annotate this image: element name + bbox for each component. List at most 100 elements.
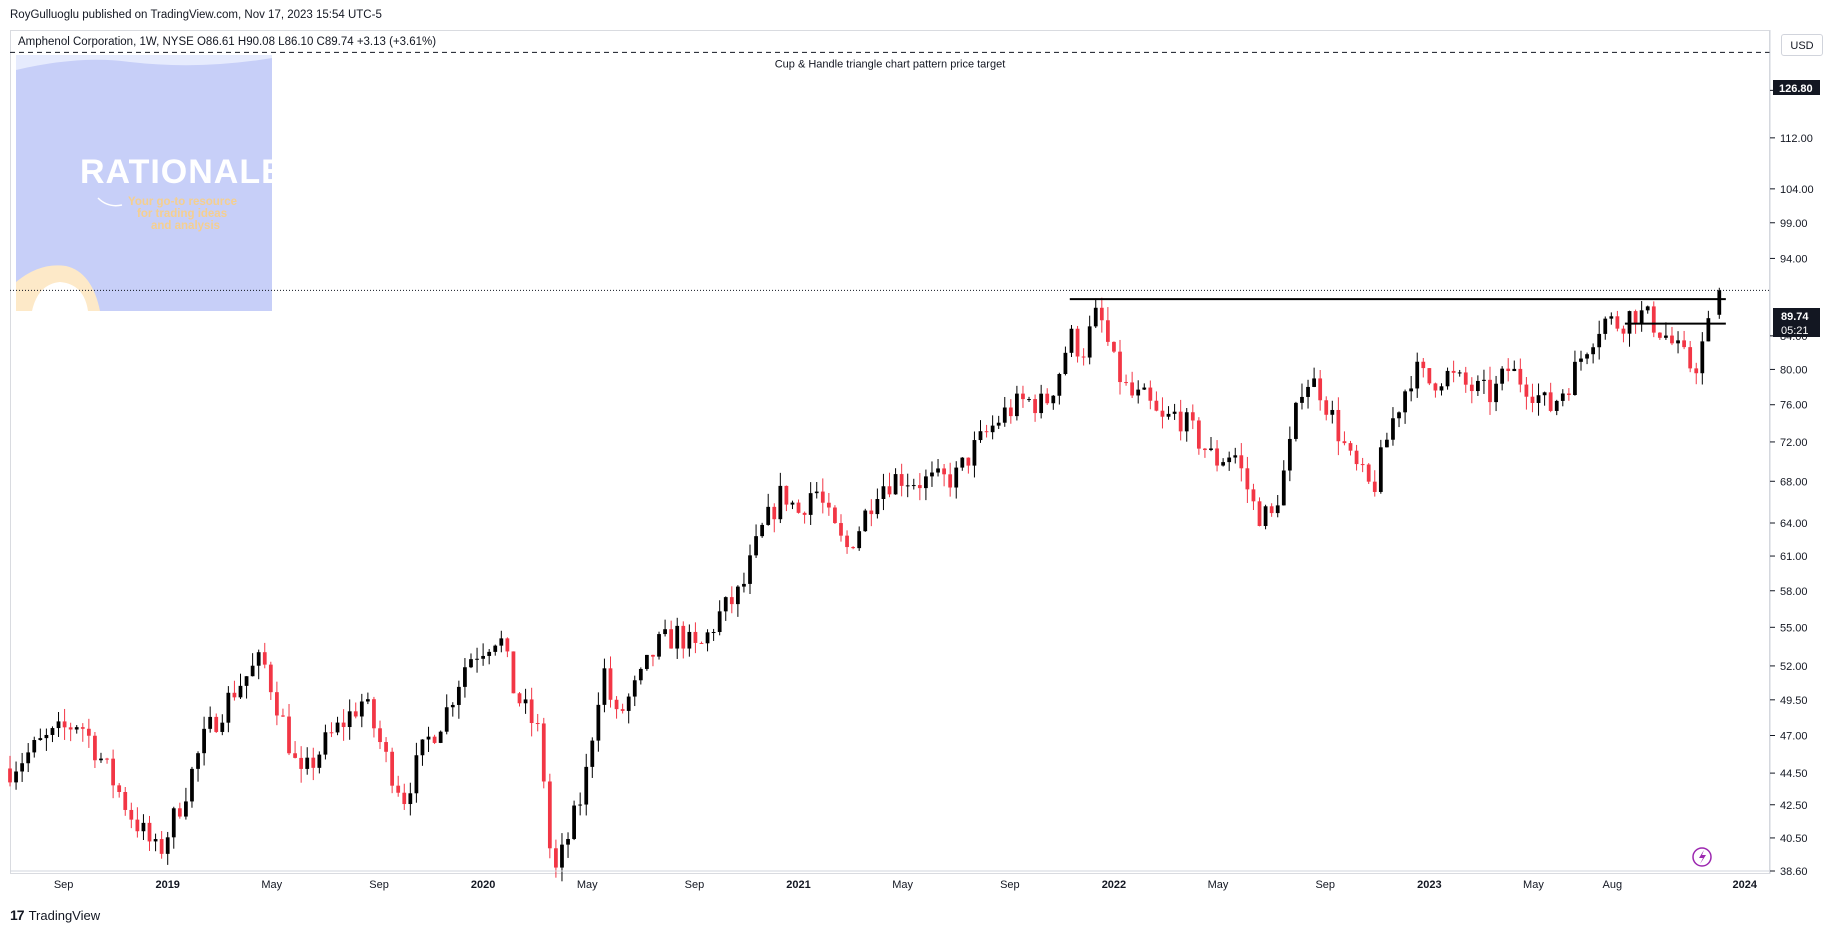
candle [966,457,971,474]
candle [887,472,892,498]
candle [1676,331,1680,354]
currency-button[interactable]: USD [1781,34,1823,56]
candle [1330,400,1335,424]
candle [1445,367,1450,390]
candle [972,431,977,478]
candle [372,696,376,738]
candle [723,596,728,621]
candle [353,702,358,719]
candle [960,457,965,471]
price-tick-label: 94.00 [1780,253,1808,265]
candle [287,704,291,756]
candle [438,730,443,744]
candle [153,833,158,852]
candle [1178,399,1183,441]
candle [14,761,18,790]
time-tick-label: 2019 [155,879,179,891]
candle [1621,325,1626,343]
candle [814,481,819,499]
footer-brand-label: TradingView [28,907,101,923]
candle [1482,369,1486,394]
price-tick-label: 44.50 [1780,768,1808,780]
candle [1105,307,1110,346]
candle [1069,324,1074,358]
candle [1688,340,1693,373]
candle [1196,417,1201,455]
candle [1427,368,1432,386]
candle [645,654,649,671]
candle [1512,360,1517,372]
candle [1554,399,1559,416]
candle [99,752,103,763]
candle [1348,440,1353,456]
price-tick-label: 55.00 [1780,622,1808,634]
candle [1184,408,1189,442]
candle [226,686,231,733]
candle [1494,375,1498,412]
candle [396,775,401,797]
candle [147,815,152,851]
candle [839,514,843,542]
logo-title: RATIONALE [80,153,285,191]
candle [1706,310,1711,342]
candle [1694,362,1699,385]
candle [1093,298,1098,329]
candle [38,728,43,741]
candle [1536,383,1541,416]
price-tick-label: 58.00 [1780,586,1808,598]
candle [1500,366,1505,391]
candle [1682,330,1686,350]
candle [141,814,146,841]
candle [165,831,170,865]
candle [68,722,73,742]
candle [984,424,989,438]
candle [729,586,734,614]
candle [1415,352,1420,398]
candle [1579,350,1583,371]
candle [1372,470,1377,497]
candle [1627,310,1632,347]
candle [1015,385,1019,421]
candle [1391,407,1395,446]
symbol-legend[interactable]: Amphenol Corporation, 1W, NYSE O86.61 H9… [18,36,437,48]
candle [735,585,740,617]
candle [1142,383,1147,390]
price-tick-label: 40.50 [1780,833,1808,845]
candle [238,673,243,699]
candle [1700,332,1705,385]
candle [74,725,79,734]
time-tick-label: Sep [369,879,389,891]
candle [378,720,382,750]
candle [1057,372,1062,405]
candle [1609,312,1614,325]
time-tick-label: 2020 [471,879,495,891]
price-tick-label: 47.00 [1780,730,1808,742]
candle [1542,391,1547,406]
candle [177,802,182,819]
candle [450,702,455,717]
candle [1087,315,1092,365]
candle [1021,385,1025,408]
price-tick-label: 61.00 [1780,551,1808,563]
candle [614,696,619,719]
candle [268,661,273,700]
candle [1233,447,1238,464]
candle [487,649,492,665]
lightning-icon[interactable] [1692,847,1712,867]
candle [560,833,564,882]
candle [978,420,983,443]
candle [1075,325,1080,363]
candle [1385,432,1389,448]
candle [1081,348,1086,366]
candles-layer [8,287,1722,882]
candle [50,726,55,743]
candle [1039,384,1044,419]
candle [202,716,206,766]
time-tick-label: Sep [54,879,74,891]
candle [663,619,667,637]
candle [1063,346,1068,376]
candle [499,630,504,653]
candle [444,694,449,735]
footer-brand[interactable]: 17 TradingView [10,907,100,923]
